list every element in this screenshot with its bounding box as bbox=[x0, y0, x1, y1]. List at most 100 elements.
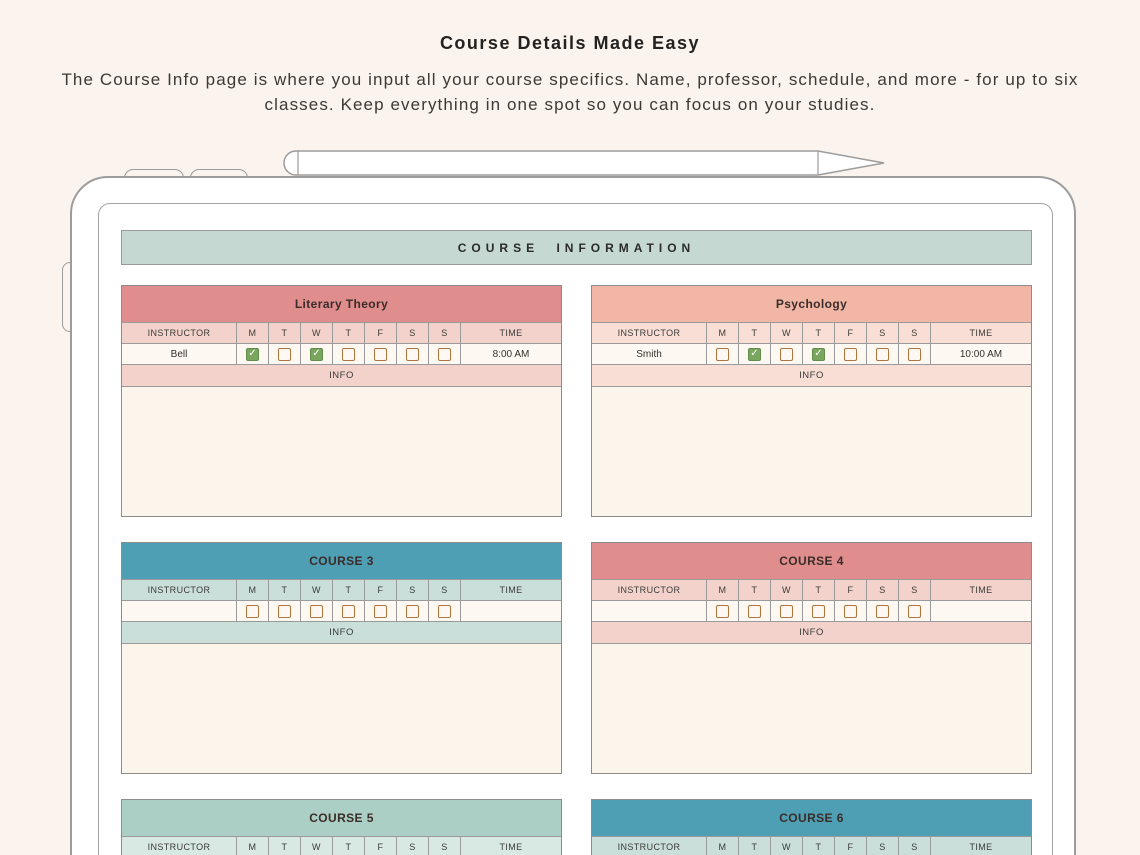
course-notes-area[interactable] bbox=[592, 386, 1031, 516]
day-checkbox[interactable] bbox=[844, 604, 857, 618]
banner-label: COURSE INFORMATION bbox=[457, 240, 696, 255]
day-checkbox[interactable] bbox=[342, 604, 355, 618]
day-checkbox-cell bbox=[707, 600, 739, 621]
day-checkbox[interactable] bbox=[780, 604, 793, 618]
day-checkbox[interactable] bbox=[908, 604, 921, 618]
instructor-value[interactable]: Bell bbox=[122, 343, 237, 364]
info-label: INFO bbox=[122, 364, 561, 386]
day-checkbox[interactable] bbox=[876, 604, 889, 618]
day-label: S bbox=[397, 579, 429, 600]
course-values-row bbox=[592, 600, 1031, 621]
day-label: S bbox=[397, 836, 429, 855]
instructor-label: INSTRUCTOR bbox=[122, 836, 237, 855]
time-value[interactable] bbox=[931, 600, 1031, 621]
course-notes-area[interactable] bbox=[592, 643, 1031, 773]
column-header-row: INSTRUCTOR M T W T F S S TIME bbox=[592, 579, 1031, 600]
day-checkbox[interactable] bbox=[438, 347, 451, 361]
day-checkbox[interactable] bbox=[310, 604, 323, 618]
day-label: S bbox=[429, 836, 461, 855]
instructor-value[interactable]: Smith bbox=[592, 343, 707, 364]
day-label: T bbox=[269, 579, 301, 600]
day-checkbox[interactable] bbox=[278, 604, 291, 618]
info-label: INFO bbox=[592, 621, 1031, 643]
day-label: T bbox=[333, 579, 365, 600]
day-label: T bbox=[269, 836, 301, 855]
day-checkbox[interactable] bbox=[908, 347, 921, 361]
day-label: S bbox=[899, 836, 931, 855]
course-card: COURSE 6INSTRUCTORMTWTFSSTIMEINFO bbox=[591, 799, 1032, 855]
day-checkbox-cell bbox=[867, 343, 899, 364]
day-checkbox[interactable] bbox=[716, 604, 729, 618]
course-title[interactable]: Literary Theory bbox=[122, 286, 561, 322]
day-checkbox-cell bbox=[771, 600, 803, 621]
day-checkbox[interactable] bbox=[716, 347, 729, 361]
day-label: M bbox=[237, 322, 269, 343]
time-value[interactable] bbox=[461, 600, 561, 621]
course-card: COURSE 4 INSTRUCTOR M T W T F S S TIME INFO bbox=[591, 542, 1032, 774]
day-label: W bbox=[301, 322, 333, 343]
time-label: TIME bbox=[461, 322, 561, 343]
instructor-value[interactable] bbox=[592, 600, 707, 621]
day-checkbox[interactable] bbox=[812, 604, 825, 618]
info-label: INFO bbox=[592, 364, 1031, 386]
day-checkbox[interactable] bbox=[246, 347, 259, 361]
day-label: M bbox=[237, 836, 269, 855]
course-notes-area[interactable] bbox=[122, 643, 561, 773]
instructor-label: INSTRUCTOR bbox=[592, 836, 707, 855]
day-checkbox[interactable] bbox=[406, 604, 419, 618]
day-checkbox-cell bbox=[707, 343, 739, 364]
course-card: COURSE 3 INSTRUCTOR M T W T F S S TIME INFO bbox=[121, 542, 562, 774]
day-checkbox[interactable] bbox=[748, 604, 761, 618]
day-label: W bbox=[301, 579, 333, 600]
day-checkbox[interactable] bbox=[876, 347, 889, 361]
day-checkbox[interactable] bbox=[812, 347, 825, 361]
day-checkbox-cell bbox=[867, 600, 899, 621]
course-title[interactable]: COURSE 4 bbox=[592, 543, 1031, 579]
day-label: T bbox=[739, 836, 771, 855]
day-label: S bbox=[867, 322, 899, 343]
time-label: TIME bbox=[461, 836, 561, 855]
day-checkbox[interactable] bbox=[438, 604, 451, 618]
day-label: F bbox=[365, 579, 397, 600]
day-checkbox[interactable] bbox=[246, 604, 259, 618]
day-checkbox[interactable] bbox=[310, 347, 323, 361]
page-title: Course Details Made Easy bbox=[439, 33, 701, 53]
course-title[interactable]: COURSE 5 bbox=[122, 800, 561, 836]
course-title[interactable]: COURSE 6 bbox=[592, 800, 1031, 836]
day-checkbox[interactable] bbox=[374, 604, 387, 618]
time-value[interactable]: 10:00 AM bbox=[931, 343, 1031, 364]
day-checkbox-cell bbox=[269, 343, 301, 364]
day-label: F bbox=[835, 836, 867, 855]
day-checkbox-cell bbox=[397, 600, 429, 621]
instructor-value[interactable] bbox=[122, 600, 237, 621]
day-label: W bbox=[771, 836, 803, 855]
instructor-label: INSTRUCTOR bbox=[122, 579, 237, 600]
day-checkbox-cell bbox=[397, 343, 429, 364]
time-value[interactable]: 8:00 AM bbox=[461, 343, 561, 364]
day-checkbox[interactable] bbox=[406, 347, 419, 361]
day-label: T bbox=[739, 579, 771, 600]
day-checkbox[interactable] bbox=[844, 347, 857, 361]
course-title[interactable]: COURSE 3 bbox=[122, 543, 561, 579]
day-checkbox-cell bbox=[365, 343, 397, 364]
stylus-icon bbox=[283, 150, 885, 176]
day-checkbox[interactable] bbox=[342, 347, 355, 361]
day-label: W bbox=[771, 579, 803, 600]
time-label: TIME bbox=[931, 579, 1031, 600]
day-checkbox-cell bbox=[739, 600, 771, 621]
course-notes-area[interactable] bbox=[122, 386, 561, 516]
course-title[interactable]: Psychology bbox=[592, 286, 1031, 322]
day-checkbox[interactable] bbox=[374, 347, 387, 361]
day-checkbox[interactable] bbox=[780, 347, 793, 361]
day-label: T bbox=[269, 322, 301, 343]
day-label: T bbox=[333, 836, 365, 855]
day-label: T bbox=[739, 322, 771, 343]
day-checkbox[interactable] bbox=[278, 347, 291, 361]
day-checkbox-cell bbox=[899, 343, 931, 364]
day-label: W bbox=[301, 836, 333, 855]
day-label: M bbox=[707, 579, 739, 600]
course-card: PsychologyINSTRUCTORMTWTFSSTIMESmith10:0… bbox=[591, 285, 1032, 517]
day-label: F bbox=[365, 836, 397, 855]
day-checkbox[interactable] bbox=[748, 347, 761, 361]
day-checkbox-cell bbox=[333, 600, 365, 621]
